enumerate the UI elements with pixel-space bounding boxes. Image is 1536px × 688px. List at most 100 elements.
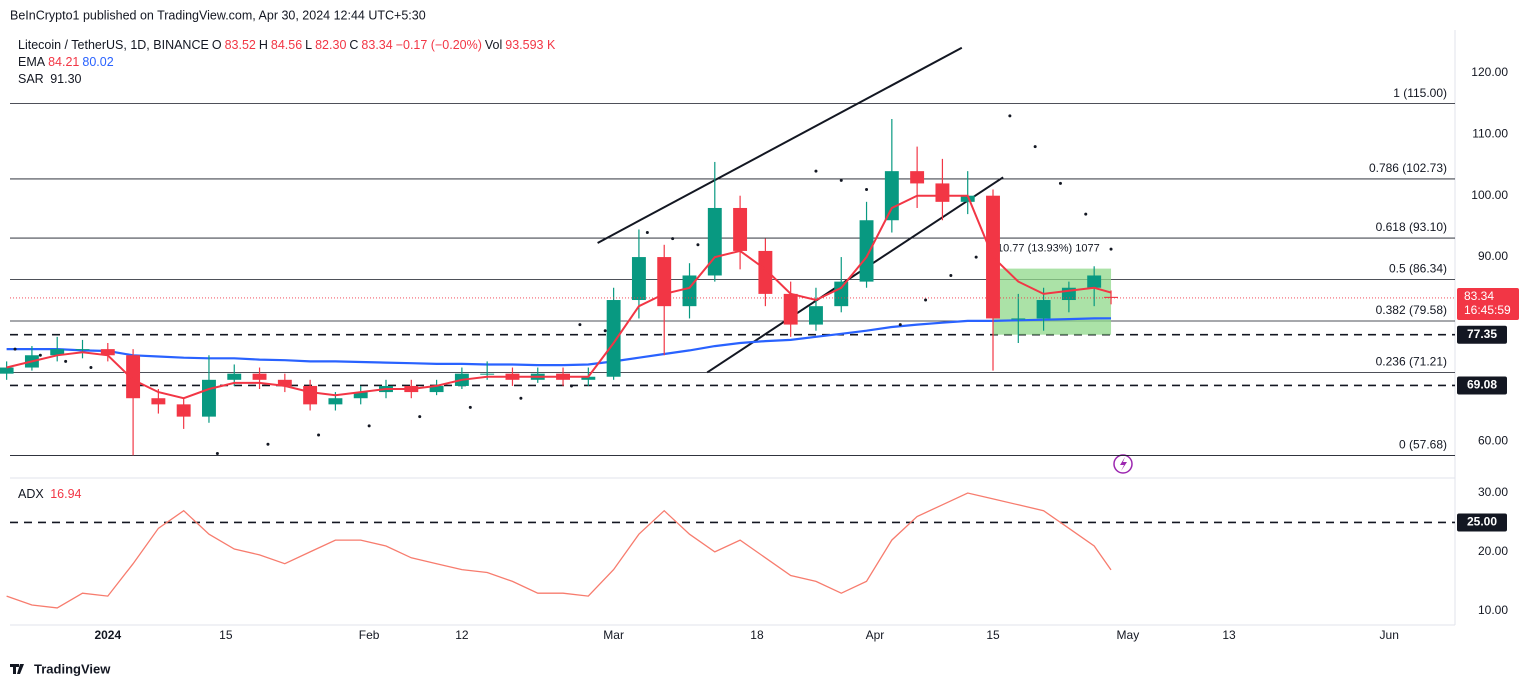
candle-body bbox=[227, 373, 242, 380]
y-tick-label: 10.00 bbox=[1478, 603, 1508, 617]
candle-body bbox=[429, 385, 444, 393]
candle-body bbox=[480, 373, 495, 375]
level-tag bbox=[1457, 325, 1507, 344]
sar-dot bbox=[569, 384, 573, 388]
ema-value: 80.02 bbox=[82, 55, 114, 69]
candle-body bbox=[50, 349, 65, 356]
sar-dot bbox=[519, 396, 523, 400]
candle-body bbox=[252, 373, 267, 380]
x-tick-label: Jun bbox=[1380, 628, 1399, 642]
ohlc-label: C bbox=[349, 38, 359, 52]
level-label: 77.35 bbox=[1467, 327, 1497, 341]
x-tick-label: Feb bbox=[359, 628, 380, 642]
ohlc-value: 83.52 bbox=[224, 38, 256, 52]
candle-body bbox=[935, 183, 950, 202]
ema-line bbox=[6, 194, 1112, 400]
sar-dot bbox=[839, 178, 843, 182]
alert-circle[interactable] bbox=[1113, 454, 1133, 474]
candle-body bbox=[809, 306, 823, 325]
adx-legend: ADX 16.94 bbox=[18, 486, 84, 503]
candle-body bbox=[75, 349, 90, 351]
sar-dot bbox=[266, 442, 270, 446]
candle-body bbox=[1087, 275, 1102, 288]
sar-dot bbox=[418, 415, 422, 419]
candle-body bbox=[353, 392, 368, 399]
legend-row: SAR 91.30 bbox=[18, 71, 558, 88]
ohlc-label: L bbox=[305, 38, 313, 52]
candle-body bbox=[328, 398, 343, 405]
volume-label: Vol bbox=[484, 38, 503, 52]
x-tick-label: 15 bbox=[219, 628, 233, 642]
candle-body bbox=[202, 379, 216, 417]
x-tick-label: 18 bbox=[750, 628, 764, 642]
fib-label: 0.236 (71.21) bbox=[1376, 355, 1447, 369]
candle-body bbox=[303, 385, 318, 405]
measure-label: 10.77 (13.93%) 1077 bbox=[997, 243, 1100, 255]
alert-bolt[interactable] bbox=[1120, 457, 1127, 471]
y-tick-label: 110.00 bbox=[1472, 127, 1508, 141]
x-tick-label: 2024 bbox=[94, 628, 121, 642]
sar-dot bbox=[865, 188, 869, 192]
sar-dot bbox=[1109, 247, 1113, 251]
ema-value: 84.21 bbox=[48, 55, 80, 69]
brand-logo: TradingView bbox=[10, 661, 111, 676]
ohlc-value: 83.34 bbox=[361, 38, 393, 52]
candle-body bbox=[682, 275, 697, 307]
sar-dot bbox=[814, 169, 818, 173]
sar-value: 91.30 bbox=[50, 72, 82, 86]
x-tick-label: 15 bbox=[986, 628, 1000, 642]
candle-body bbox=[707, 207, 722, 276]
sar-dot bbox=[671, 237, 675, 241]
adx-value: 16.94 bbox=[50, 487, 82, 501]
candle-body bbox=[1036, 300, 1051, 319]
candle-body bbox=[859, 220, 874, 282]
sar-dot bbox=[924, 298, 928, 302]
sar-dot bbox=[1084, 212, 1088, 216]
x-tick-label: Mar bbox=[603, 628, 624, 642]
candle-body bbox=[1011, 318, 1026, 320]
sar-dot bbox=[898, 323, 902, 327]
candle-body bbox=[606, 300, 621, 377]
candle-body bbox=[1104, 296, 1118, 298]
sar-dot bbox=[38, 353, 42, 357]
publisher: BeInCrypto1 published on TradingView.com… bbox=[10, 8, 426, 22]
sar-label: SAR bbox=[18, 72, 44, 86]
candle-body bbox=[581, 376, 596, 380]
candle-body bbox=[657, 257, 672, 307]
adx-line bbox=[6, 492, 1112, 609]
legend: Litecoin / TetherUS, 1D, BINANCE O 83.52 H 8… bbox=[18, 37, 558, 88]
symbol-title: Litecoin / TetherUS, 1D, BINANCE bbox=[18, 38, 209, 52]
sar-dot bbox=[215, 451, 219, 455]
sar-dot bbox=[367, 424, 371, 428]
fib-label: 0.5 (86.34) bbox=[1389, 262, 1447, 276]
level-label: 25.00 bbox=[1467, 515, 1497, 529]
level-label: 69.08 bbox=[1467, 378, 1497, 392]
ema-line bbox=[6, 317, 1112, 367]
fib-label: 0 (57.68) bbox=[1399, 438, 1447, 452]
sar-dot bbox=[317, 433, 321, 437]
y-tick-label: 120.00 bbox=[1471, 65, 1508, 79]
fib-label: 1 (115.00) bbox=[1393, 86, 1447, 100]
y-tick-label: 30.00 bbox=[1478, 485, 1508, 499]
fib-label: 0.786 (102.73) bbox=[1369, 161, 1447, 175]
ohlc-label: H bbox=[258, 38, 268, 52]
sar-dot bbox=[603, 329, 607, 333]
sar-dot bbox=[578, 323, 582, 327]
change: −0.17 (−0.20%) bbox=[395, 38, 482, 52]
y-tick-label: 90.00 bbox=[1478, 249, 1508, 263]
sar-dot bbox=[13, 347, 17, 351]
countdown: 16:45:59 bbox=[1464, 303, 1511, 317]
y-tick-label: 60.00 bbox=[1478, 433, 1508, 447]
sar-dot bbox=[89, 366, 93, 370]
fib-label: 0.382 (79.58) bbox=[1376, 303, 1447, 317]
candle-body bbox=[126, 355, 141, 399]
x-tick-label: Apr bbox=[866, 628, 885, 642]
candle-body bbox=[176, 404, 191, 417]
alert-icon[interactable] bbox=[1113, 454, 1133, 474]
trendline bbox=[706, 176, 1004, 374]
sar-dot bbox=[1008, 114, 1012, 118]
candle-body bbox=[631, 257, 646, 301]
logo-mark bbox=[10, 664, 24, 674]
